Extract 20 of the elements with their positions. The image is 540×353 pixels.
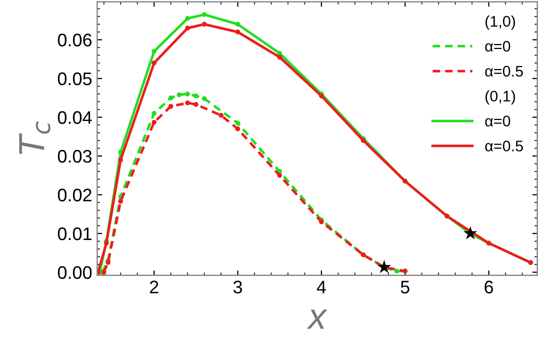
annotation: (0,1): [486, 90, 516, 105]
x-tick-label: 4: [316, 280, 326, 294]
legend-label: α=0: [485, 116, 510, 126]
y-tick-label: 0.01: [58, 227, 92, 240]
legend-label: α=0.5: [485, 66, 523, 77]
annotation: (1,0): [486, 16, 516, 30]
x-tick-label: 5: [400, 280, 410, 294]
legend-label: α=0: [485, 40, 510, 52]
y-tick-label: 0.06: [58, 34, 92, 46]
x-axis-title: x: [306, 310, 328, 329]
legend-label: α=0.5: [485, 140, 523, 152]
y-tick-label: 0.04: [58, 111, 92, 124]
y-tick-label: 0.05: [58, 72, 92, 86]
x-tick-label: 2: [150, 280, 158, 294]
x-tick-label: 6: [484, 280, 493, 294]
y-axis-title: T$_{c}$: [19, 121, 50, 154]
y-tick-label: 0.02: [58, 188, 92, 202]
y-tick-label: 0.03: [58, 150, 92, 163]
x-tick-label: 3: [233, 280, 242, 294]
y-tick-label: 0.00: [58, 266, 92, 279]
